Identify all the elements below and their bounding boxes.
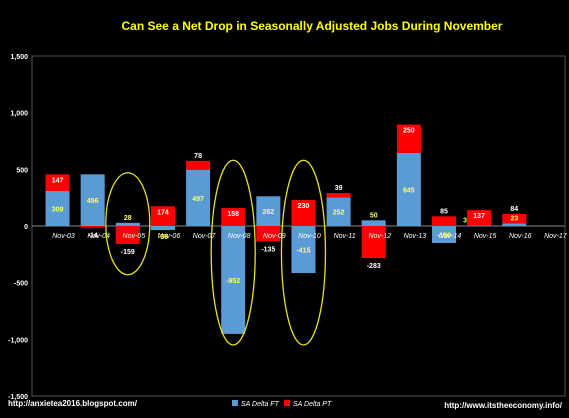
data-label-pt: 250	[403, 128, 415, 135]
data-label-ft: -150	[437, 233, 451, 240]
x-tick-label: Nov-10	[298, 233, 321, 240]
bar-pt	[150, 206, 175, 226]
x-tick-label: Nov-03	[52, 233, 75, 240]
x-axis: Nov-03 Nov-04 Nov-05 Nov-06 Nov-07 Nov-08 Nov-…	[52, 233, 568, 240]
x-tick-label: Nov-16	[509, 233, 532, 240]
bar-pt	[432, 216, 457, 226]
bar-pt	[502, 213, 527, 224]
bar-pt	[291, 199, 316, 226]
bar-ft	[291, 226, 316, 274]
data-label-pt: -159	[121, 249, 135, 256]
legend-label: SA Delta PT	[293, 401, 332, 408]
data-label-ft: 23	[510, 215, 518, 222]
x-tick-label: Nov-17	[544, 233, 568, 240]
bar-pt	[396, 124, 421, 153]
data-label-ft: -952	[226, 278, 240, 285]
data-labels: 309 147 456 -14 28 -159 -36 174 497 78 -952 158 262 -…	[52, 128, 519, 285]
bar-pt	[186, 160, 211, 170]
legend-label: SA Delta FT	[241, 401, 280, 408]
y-axis: -1,500 -1,000 -500 0 500 1,000 1,500	[8, 54, 28, 401]
data-label-ft: 309	[52, 206, 64, 213]
data-label-ft: 50	[370, 212, 378, 219]
x-tick-label: Nov-15	[474, 233, 497, 240]
data-label-ft: 645	[403, 187, 415, 194]
legend: SA Delta FT SA Delta PT	[232, 400, 332, 408]
y-tick-label: -1,500	[8, 394, 28, 401]
data-label-pt: 174	[157, 209, 169, 216]
highlight-ellipse	[105, 172, 151, 276]
legend-swatch	[284, 400, 290, 406]
data-label-pt: 85	[440, 208, 448, 215]
bar-ft	[361, 220, 386, 226]
highlight-ellipses	[105, 159, 327, 346]
bar-ft	[186, 169, 211, 226]
bar-ft	[467, 225, 492, 227]
data-label-pt: -14	[88, 233, 98, 240]
bar-pt	[361, 226, 386, 259]
data-label-ft: -415	[296, 248, 310, 255]
x-tick-label: Nov-13	[404, 233, 427, 240]
x-tick-label: Nov-04	[87, 233, 110, 240]
bar-ft	[80, 174, 105, 226]
y-tick-label: 0	[24, 224, 28, 231]
bar-ft	[150, 226, 175, 231]
bar-ft	[256, 196, 281, 226]
data-label-ft: 3	[463, 218, 467, 225]
data-label-pt: 230	[298, 203, 310, 210]
data-label-ft: -36	[158, 234, 168, 241]
data-label-ft: 252	[333, 210, 345, 217]
x-tick-label: Nov-12	[368, 233, 391, 240]
x-tick-label: Nov-14	[439, 233, 462, 240]
footer-right-url[interactable]: http://www.itstheeconomy.info/	[444, 401, 563, 410]
data-label-pt: -283	[367, 263, 381, 270]
data-label-pt: 147	[52, 177, 64, 184]
x-tick-label: Nov-07	[193, 233, 217, 240]
bar-pt	[45, 174, 70, 191]
bar-pt	[467, 210, 492, 226]
data-label-ft: 28	[124, 215, 132, 222]
data-label-ft: 456	[87, 198, 99, 205]
y-tick-label: -1,000	[8, 337, 28, 344]
highlight-ellipse	[280, 159, 327, 346]
data-label-ft: 262	[262, 209, 274, 216]
y-tick-label: -500	[14, 281, 28, 288]
bars	[45, 124, 527, 334]
bar-ft	[221, 226, 246, 334]
data-label-pt: 39	[335, 185, 343, 192]
bar-ft	[502, 223, 527, 226]
chart-title: Can See a Net Drop in Seasonally Adjuste…	[122, 19, 503, 33]
bar-ft	[396, 152, 421, 226]
bar-ft	[45, 190, 70, 226]
y-tick-label: 1,500	[10, 54, 28, 61]
bar-pt	[221, 208, 246, 226]
data-label-pt: 84	[510, 206, 518, 213]
y-tick-label: 500	[16, 167, 28, 174]
footer-left-url[interactable]: http://anxietea2016.blogspot.com/	[8, 399, 138, 408]
data-label-pt: 158	[227, 211, 239, 218]
bar-pt	[326, 193, 351, 198]
data-label-pt: -135	[261, 246, 275, 253]
legend-swatch	[232, 400, 238, 406]
highlight-ellipse	[210, 159, 256, 346]
data-label-ft: 497	[192, 196, 204, 203]
y-tick-label: 1,000	[10, 111, 28, 118]
data-label-pt: 78	[194, 153, 202, 160]
x-tick-label: Nov-08	[228, 233, 251, 240]
bar-pt	[256, 226, 281, 242]
x-tick-label: Nov-06	[158, 233, 181, 240]
bar-ft	[115, 222, 140, 226]
x-tick-label: Nov-09	[263, 233, 286, 240]
bar-pt	[115, 226, 140, 245]
x-tick-label: Nov-05	[123, 233, 146, 240]
bar-ft	[432, 226, 457, 243]
x-tick-label: Nov-11	[334, 233, 356, 240]
bar-pt	[80, 226, 105, 228]
data-label-pt: 137	[473, 213, 485, 220]
bar-ft	[326, 197, 351, 226]
